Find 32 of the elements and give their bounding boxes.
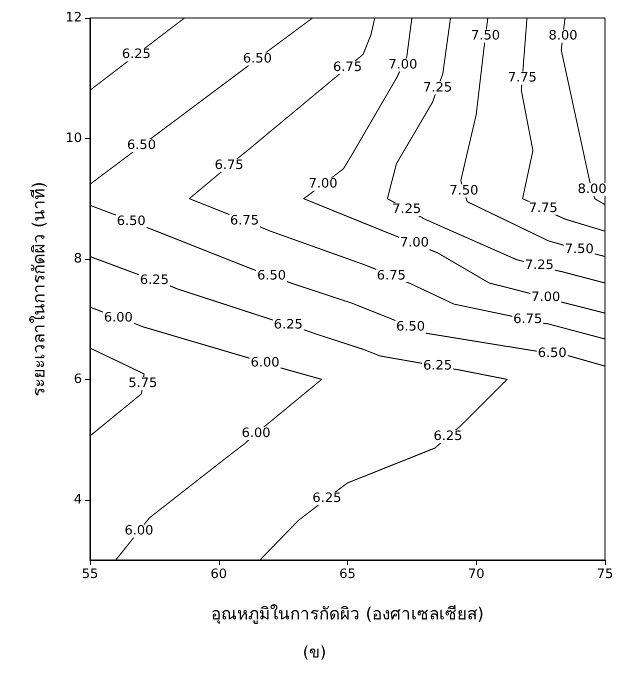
x-tick-label: 55: [82, 567, 98, 582]
annotation: 7.25: [423, 80, 452, 96]
y-tick-label: 8: [74, 251, 82, 266]
annotation: 6.00: [242, 426, 271, 442]
annotation: 6.25: [312, 491, 342, 506]
y-tick-label: 6: [74, 372, 82, 387]
annotation: 6.00: [124, 524, 154, 539]
y-tick-label: 12: [65, 10, 82, 26]
text: (ข): [302, 642, 326, 662]
y-tick-label: 10: [65, 130, 82, 146]
annotation: 7.00: [308, 176, 338, 192]
annotation: 7.50: [471, 28, 500, 44]
annotation: 6.75: [333, 60, 362, 75]
x-tick-label: 70: [468, 567, 485, 582]
annotation: 6.50: [127, 138, 156, 154]
annotation: 6.75: [214, 158, 244, 174]
x-axis-title: อุณหภูมิในการกัดผิว (องศาเซลเซียส): [211, 604, 484, 624]
x-tick-label: 60: [210, 567, 228, 582]
annotation: 8.00: [548, 28, 578, 44]
annotation: 7.50: [449, 183, 478, 198]
annotation: 7.25: [392, 202, 422, 218]
annotation: 5.75: [128, 376, 158, 392]
y-axis-title: ระยะเวลาในการกัดผิว (นาที): [28, 182, 50, 396]
annotation: 6.50: [242, 51, 272, 66]
x-tick-label: 65: [339, 567, 356, 582]
annotation: 6.25: [122, 47, 151, 62]
annotation: 7.75: [508, 70, 537, 86]
x-tick-label: 75: [596, 567, 614, 582]
y-tick-label: 4: [74, 492, 82, 508]
annotation: 8.00: [578, 182, 607, 198]
annotation: 7.00: [388, 57, 418, 72]
annotation: 6.25: [433, 429, 462, 444]
